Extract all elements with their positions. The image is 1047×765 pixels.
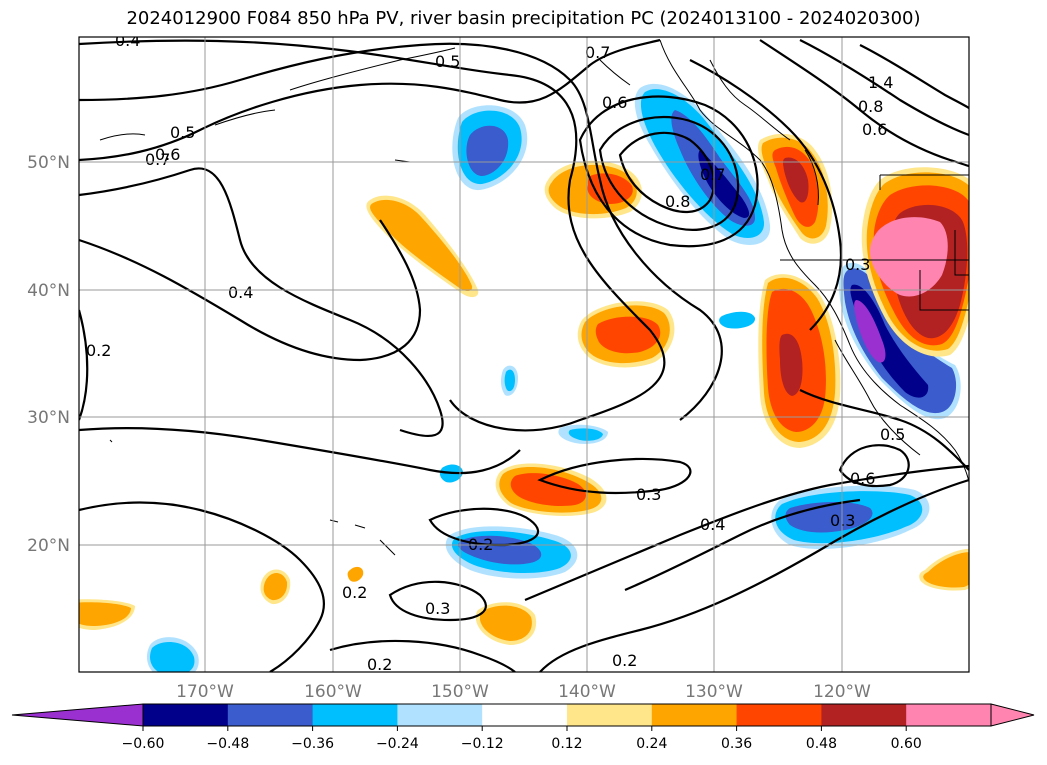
contour-label: 0.3 — [845, 255, 870, 274]
contour-label: 0.6 — [850, 469, 875, 488]
colorbar-tick-label: 0.60 — [891, 736, 922, 752]
gridlines — [79, 37, 969, 672]
shading-negative — [146, 83, 961, 672]
contour-label: 0.2 — [367, 655, 392, 674]
colorbar-extend-low — [11, 703, 144, 727]
contour-label: 0.3 — [830, 511, 855, 530]
map-content: 0.4 0.5 0.6 0.7 0.7 0.6 0.5 0.8 0.7 0.4 … — [79, 31, 969, 674]
colorbar-tick-label: 0.12 — [551, 736, 582, 752]
colorbar-band — [821, 704, 907, 726]
map-title: 2024012900 F084 850 hPa PV, river basin … — [126, 8, 921, 29]
shading-positive — [79, 133, 969, 645]
lat-label-20n: 20°N — [27, 536, 70, 556]
colorbar-band — [651, 704, 738, 726]
colorbar-band — [227, 704, 314, 726]
pv-contours — [79, 38, 969, 672]
contour-label: 0.6 — [155, 145, 180, 164]
contour-label: 0.3 — [636, 485, 661, 504]
colorbar-band — [482, 704, 568, 726]
colorbar-tick-label: −0.48 — [206, 736, 249, 752]
colorbar-tick-label: −0.12 — [461, 736, 504, 752]
contour-label: 0.3 — [425, 599, 450, 618]
lat-labels: 50°N 40°N 30°N 20°N — [27, 153, 70, 556]
contour-label: 1.4 — [868, 73, 893, 92]
lat-label-40n: 40°N — [27, 281, 70, 301]
contour-label: 0.5 — [170, 123, 195, 142]
contour-label: 0.6 — [602, 93, 627, 112]
contour-labels: 0.4 0.5 0.6 0.7 0.7 0.6 0.5 0.8 0.7 0.4 … — [86, 31, 905, 674]
contour-label: 0.4 — [700, 515, 725, 534]
lon-label-150w: 150°W — [431, 682, 489, 702]
coastlines — [99, 39, 969, 556]
colorbar-tick-label: 0.48 — [806, 736, 837, 752]
contour-label: 0.2 — [612, 651, 637, 670]
colorbar-band — [567, 704, 653, 726]
colorbar-tick-label: 0.24 — [636, 736, 667, 752]
contour-label: 0.5 — [880, 425, 905, 444]
colorbar-band — [906, 704, 992, 726]
contour-label: 0.7 — [145, 150, 170, 169]
lon-label-160w: 160°W — [304, 682, 362, 702]
contour-label: 0.8 — [858, 97, 883, 116]
lon-label-170w: 170°W — [176, 682, 234, 702]
contour-label: 0.5 — [435, 52, 460, 71]
contour-label: 0.4 — [115, 31, 140, 50]
colorbar-band — [736, 704, 822, 726]
lon-label-120w: 120°W — [813, 682, 871, 702]
contour-label: 0.7 — [700, 165, 725, 184]
lon-labels: 170°W 160°W 150°W 140°W 130°W 120°W — [176, 682, 871, 702]
colorbar-tick-label: −0.24 — [376, 736, 419, 752]
contour-label: 0.4 — [228, 283, 253, 302]
colorbar-band — [143, 704, 229, 726]
colorbar-extend-high — [990, 703, 1035, 727]
colorbar-band — [312, 704, 398, 726]
colorbar-tick-label: −0.60 — [122, 736, 165, 752]
lon-label-130w: 130°W — [685, 682, 743, 702]
contour-label: 0.6 — [862, 120, 887, 139]
lat-label-30n: 30°N — [27, 408, 70, 428]
contour-label: 0.2 — [342, 583, 367, 602]
colorbar-tick-label: 0.36 — [721, 736, 752, 752]
contour-label: 0.7 — [585, 43, 610, 62]
colorbar-tick-label: −0.36 — [291, 736, 334, 752]
contour-label: 0.8 — [665, 192, 690, 211]
contour-label: 0.2 — [86, 341, 111, 360]
colorbar: −0.60 −0.48 −0.36 −0.24 −0.12 0.12 0.24 0.36 0.4… — [11, 703, 1035, 752]
map-frame — [78, 36, 970, 673]
colorbar-band — [397, 704, 483, 726]
lon-label-140w: 140°W — [558, 682, 616, 702]
lat-label-50n: 50°N — [27, 153, 70, 173]
